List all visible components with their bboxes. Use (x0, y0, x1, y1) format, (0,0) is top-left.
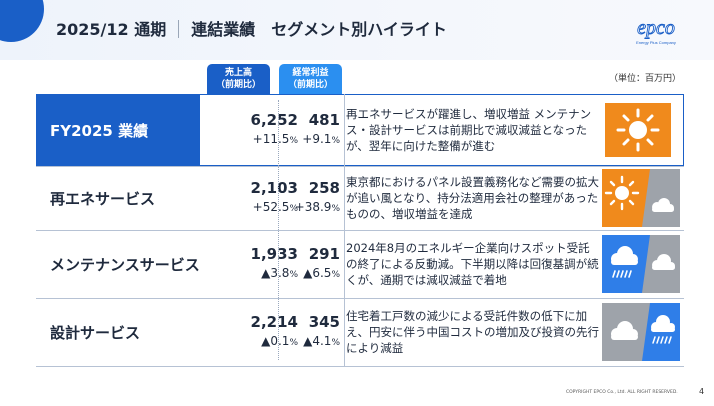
sales-value: 2,214 (250, 313, 298, 331)
sales-column-header: 売上高 （前期比） (207, 64, 270, 94)
profit-change: +38.9% (294, 200, 340, 214)
table-row-maintenance: メンテナンスサービス 1,933 ▲3.8% 291 ▲6.5% 2024年8月… (36, 230, 684, 298)
profit-header-line2: （前期比） (287, 80, 333, 90)
sales-cell: 6,252 +11.5% (206, 94, 298, 166)
header-band (0, 0, 714, 60)
logo-wordmark: epco (637, 17, 675, 39)
sales-value: 1,933 (250, 245, 298, 263)
rain-cloud-icon (602, 235, 680, 293)
table-row-design: 設計サービス 2,214 ▲0.1% 345 ▲4.1% 住宅着工戸数の減少によ… (36, 298, 684, 366)
profit-value: 258 (308, 179, 340, 197)
copyright-text: COPYRIGHT EPCO Co., Ltd. ALL RIGHT RESER… (566, 390, 678, 395)
column-divider (344, 94, 345, 366)
row-label: FY2025 業績 (36, 94, 200, 166)
unit-note: （単位：百万円） (609, 74, 682, 84)
sales-change: ▲3.8% (261, 266, 298, 280)
row-description: 東京都におけるパネル設置義務化など需要の拡大が追い風となり、持分法適用会社の整理… (346, 175, 599, 221)
row-divider (36, 298, 684, 299)
profit-change: ▲4.1% (303, 334, 340, 348)
row-divider (36, 166, 684, 167)
sales-cell: 2,214 ▲0.1% (206, 298, 298, 366)
sales-value: 2,103 (250, 179, 298, 197)
profit-cell: 258 +38.9% (288, 166, 340, 230)
profit-header-line1: 経常利益 (292, 68, 329, 78)
period-label: 2025/12 通期 (56, 20, 167, 39)
profit-value: 481 (308, 111, 340, 129)
sun-cloud-icon (602, 169, 680, 227)
sales-value: 6,252 (250, 111, 298, 129)
row-description: 2024年8月のエネルギー企業向けスポット受託の終了による反動減。下半期以降は回… (346, 241, 599, 287)
logo-tagline: Energy Plus Company (636, 40, 676, 45)
cloud-rain-icon (602, 303, 680, 361)
sales-change: +52.5% (252, 200, 298, 214)
page-title: 2025/12 通期 連結業績 セグメント別ハイライト (56, 16, 447, 44)
title-divider (178, 20, 180, 38)
profit-value: 345 (308, 313, 340, 331)
table-row-fy2025: FY2025 業績 6,252 +11.5% 481 +9.1% 再エネサービス… (36, 94, 684, 166)
profit-value: 291 (308, 245, 340, 263)
profit-cell: 291 ▲6.5% (288, 230, 340, 298)
row-label: 再エネサービス (50, 189, 156, 208)
epco-logo: epco Energy Plus Company (636, 17, 676, 45)
sales-change: ▲0.1% (261, 334, 298, 348)
sales-header-line2: （前期比） (215, 80, 261, 90)
profit-cell: 345 ▲4.1% (288, 298, 340, 366)
sun-icon (605, 103, 671, 157)
row-label: メンテナンスサービス (50, 255, 200, 274)
row-description: 再エネサービスが躍進し、増収増益 メンテナンス・設計サービスは前期比で減収減益と… (346, 107, 592, 153)
table-row-renewable: 再エネサービス 2,103 +52.5% 258 +38.9% 東京都におけるパ… (36, 166, 684, 230)
sales-header-line1: 売上高 (224, 68, 252, 78)
column-divider (278, 100, 279, 360)
profit-column-header: 経常利益 （前期比） (279, 64, 342, 94)
sales-change: +11.5% (252, 132, 298, 146)
title-text: 連結業績 セグメント別ハイライト (191, 20, 447, 39)
row-description: 住宅着工戸数の減少による受託件数の低下に加え、円安に伴う中国コストの増加及び投資… (346, 309, 599, 355)
profit-cell: 481 +9.1% (302, 94, 340, 166)
profit-change: ▲6.5% (303, 266, 340, 280)
sales-cell: 2,103 +52.5% (206, 166, 298, 230)
sales-cell: 1,933 ▲3.8% (206, 230, 298, 298)
row-label: 設計サービス (50, 323, 141, 342)
page-number: 4 (699, 387, 705, 396)
profit-change: +9.1% (302, 132, 340, 146)
table-bottom-border (36, 366, 684, 367)
row-divider (36, 230, 684, 231)
